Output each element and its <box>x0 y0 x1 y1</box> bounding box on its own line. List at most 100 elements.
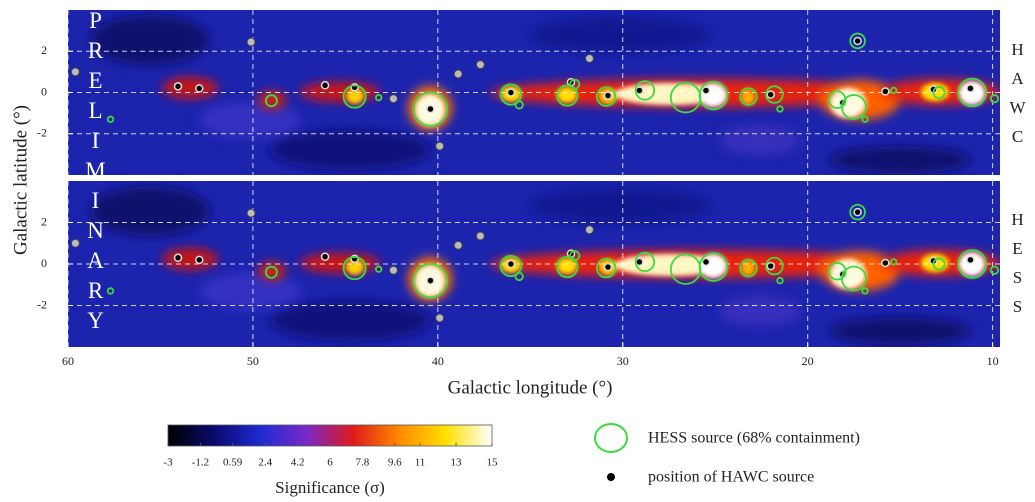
hess-source <box>595 86 617 107</box>
hawc-source <box>881 87 890 96</box>
hawc-source <box>766 90 775 99</box>
catalog-source <box>584 53 594 63</box>
hess-source <box>957 77 988 108</box>
hess-source <box>861 115 869 123</box>
y-tick-label: -2 <box>37 297 47 311</box>
catalog-source <box>246 37 256 47</box>
colorbar-tick-label: 0.59 <box>223 457 243 469</box>
hess-source <box>739 258 758 278</box>
x-tick-label: 20 <box>802 354 814 368</box>
x-tick-label: 40 <box>432 354 444 368</box>
colorbar-tick-label: 2.4 <box>258 457 272 469</box>
hess-source <box>634 251 656 273</box>
colorbar-tick-label: -1.2 <box>192 457 209 469</box>
hess-source <box>556 84 579 107</box>
y-tick-label: 2 <box>41 43 47 57</box>
y-axis-label: Galactic latitude (°) <box>10 105 31 255</box>
hawc-source <box>603 91 613 100</box>
legend-hawc: position of HAWC source <box>648 469 814 486</box>
catalog-source <box>453 69 463 79</box>
legend-hess: HESS source (68% containment) <box>648 430 860 447</box>
hess-source <box>569 250 581 262</box>
hess-source <box>698 252 729 282</box>
hess-source <box>861 287 869 295</box>
panel <box>68 181 1000 347</box>
hess-source <box>840 94 867 120</box>
catalog-source <box>246 208 256 218</box>
hawc-source <box>701 257 711 267</box>
colorbar-tick-label: 7.8 <box>356 457 370 469</box>
hawc-source <box>195 255 204 265</box>
x-tick-label: 30 <box>617 354 629 368</box>
hess-source <box>989 265 1000 275</box>
panel-separator <box>68 175 1000 181</box>
hawc-source <box>426 276 435 285</box>
hess-source <box>499 255 522 278</box>
hess-source <box>556 256 579 279</box>
y-tick-label: -2 <box>37 126 47 140</box>
catalog-source <box>475 60 485 70</box>
hawc-source <box>320 252 330 261</box>
hess-source <box>776 105 784 113</box>
hawc-source <box>881 258 890 268</box>
x-tick-label: 50 <box>247 354 259 368</box>
hess-source <box>569 78 581 90</box>
colorbar-tick-label: -3 <box>163 457 173 469</box>
hawc-source <box>195 84 204 93</box>
catalog-source <box>453 240 463 250</box>
hess-source <box>595 258 617 279</box>
hess-source <box>106 287 115 295</box>
hess-source <box>499 83 522 106</box>
hawc-source <box>701 86 711 95</box>
hawc-source <box>320 81 330 90</box>
x-tick-label: 60 <box>62 354 74 368</box>
hess-source <box>634 80 656 101</box>
hess-source <box>374 265 383 273</box>
hess-source <box>840 265 867 292</box>
colorbar <box>167 424 493 447</box>
colorbar-tick-label: 9.6 <box>388 457 402 469</box>
hawc-source <box>966 255 975 265</box>
hess-source <box>342 84 367 109</box>
hawc-source <box>426 104 435 114</box>
catalog-source <box>435 313 445 323</box>
hess-source <box>889 86 898 95</box>
hawc-source <box>853 207 862 217</box>
catalog-source <box>435 141 445 151</box>
y-tick-label: 2 <box>41 214 47 228</box>
hess-source <box>849 203 866 221</box>
catalog-source <box>584 225 594 235</box>
hawc-source <box>173 253 183 263</box>
legend-hawc-symbol <box>607 473 615 481</box>
catalog-source <box>475 231 485 241</box>
hawc-source <box>766 261 775 271</box>
hess-source <box>264 94 278 108</box>
hess-source <box>342 256 367 281</box>
hess-source <box>264 265 278 279</box>
colorbar-tick-label: 6 <box>327 457 333 469</box>
panel-label: HESS <box>1008 210 1027 326</box>
watermark: PRELIMINARY <box>83 8 108 338</box>
hess-source <box>698 80 729 111</box>
colorbar-tick-label: 15 <box>487 457 499 469</box>
panel <box>68 10 1000 175</box>
y-tick-label: 0 <box>41 84 47 98</box>
legend-hess-symbol <box>594 423 628 453</box>
hess-source <box>889 258 898 266</box>
hess-source <box>374 93 383 102</box>
catalog-source <box>388 94 398 104</box>
hess-source <box>739 87 758 106</box>
hess-source <box>412 263 448 299</box>
colorbar-tick-label: 11 <box>415 457 426 469</box>
hess-source <box>957 249 988 279</box>
hess-source <box>514 100 524 110</box>
hess-source <box>765 85 784 104</box>
hess-source <box>412 91 448 127</box>
hess-source <box>828 90 847 109</box>
catalog-source <box>388 265 398 275</box>
hess-source <box>932 257 946 271</box>
hess-source <box>765 256 784 276</box>
hawc-source <box>506 88 516 97</box>
